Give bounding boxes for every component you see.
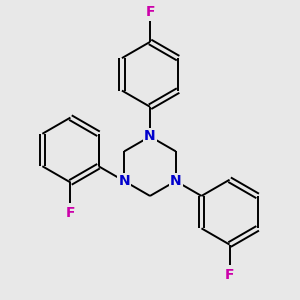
Text: F: F xyxy=(145,5,155,19)
Text: N: N xyxy=(170,174,182,188)
Text: F: F xyxy=(225,268,234,282)
Text: N: N xyxy=(118,174,130,188)
Text: N: N xyxy=(144,130,156,143)
Text: F: F xyxy=(66,206,75,220)
